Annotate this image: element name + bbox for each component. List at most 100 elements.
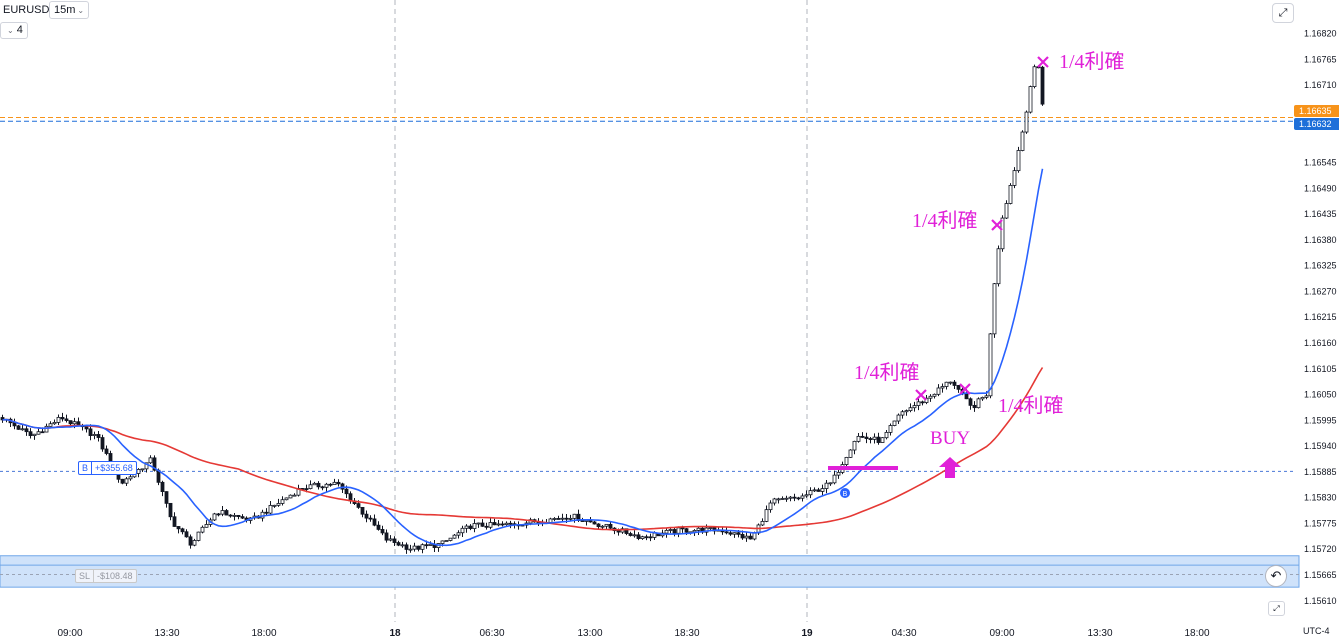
collapse-arrows-button[interactable]: ⤢ [1272,3,1294,23]
buy-label: BUY [930,428,971,449]
bid-price-tag: 1.16632 [1294,118,1339,130]
candle-up [812,489,817,492]
candle-down [240,516,245,519]
candle-up [632,534,637,537]
scroll-to-realtime-button[interactable]: ↶ [1265,565,1287,587]
candle-down [680,527,685,530]
candle-up [744,535,749,539]
candle-up [940,386,945,389]
candle-up [488,522,493,528]
candle-up [212,513,217,521]
candle-up [900,411,905,416]
collapse-arrows-icon: ⤢ [1278,7,1288,19]
candle-down [40,431,45,434]
time-tick-label: 06:30 [479,628,504,639]
candle-down [304,488,309,490]
candle-down [184,531,189,538]
candle-up [832,474,837,484]
candle-down [216,513,221,516]
candle-down [172,516,177,527]
indicator-collapse-button[interactable]: ⌄ 4 [0,22,28,39]
candle-down [120,478,125,484]
candle-up [872,436,877,440]
candle-down [628,533,633,536]
candle-up [880,437,885,443]
candle-up [32,433,37,436]
up-arrow-icon [939,457,961,478]
candle-down [592,521,597,525]
candle-down [28,431,33,436]
candle-down [376,524,381,530]
candle-up [476,522,481,525]
candle-down [792,496,797,499]
time-tick-label: 13:00 [577,628,602,639]
candle-down [424,544,429,547]
candle-up [916,401,921,406]
symbol-label[interactable]: EURUSD [3,4,50,16]
candle-down [596,523,601,528]
candle-down [740,533,745,539]
candle-up [996,248,1001,285]
price-lines [0,116,1294,472]
candle-up [852,440,857,451]
candle-down [164,491,169,504]
timezone-label[interactable]: UTC-4 [1303,626,1330,636]
candle-up [440,540,445,544]
candle-up [984,395,989,398]
candle-up [904,410,909,413]
interval-label: 15m [54,4,76,16]
candle-down [336,481,341,485]
take-profit-label-3: 1/4利確 [912,210,978,232]
candle-up [896,414,901,422]
position-label[interactable]: B +$355.68 [78,461,137,475]
candle-up [980,396,985,400]
candle-up [308,484,313,490]
scroll-to-realtime-icon: ↶ [1270,568,1282,583]
candle-down [384,532,389,541]
candle-up [764,509,769,522]
candle-up [772,498,777,504]
candle-up [800,495,805,499]
candle-up [732,532,737,535]
candle-up [808,490,813,496]
price-tick-label: 1.15665 [1304,570,1337,580]
candle-up [668,529,673,531]
candle-up [572,513,577,519]
price-tick-label: 1.16215 [1304,312,1337,322]
candle-up [844,457,849,465]
stop-loss-label[interactable]: SL -$108.48 [75,569,137,583]
candle-up [604,523,609,527]
candle-down [228,514,233,517]
candle-up [148,457,153,464]
candle-down [644,536,649,539]
indicator-count: 4 [16,24,23,36]
price-tick-label: 1.16380 [1304,235,1337,245]
time-tick-label: 19 [801,628,813,639]
candle-up [232,514,237,517]
candle-up [784,497,789,500]
candle-up [192,540,197,546]
candle-up [448,537,453,541]
candle-up [312,482,317,486]
chevron-down-icon: ⌄ [77,6,85,15]
candle-up [428,543,433,546]
price-tick-label: 1.16105 [1304,364,1337,374]
candle-up [1004,203,1009,219]
price-tick-label: 1.15885 [1304,467,1337,477]
candle-up [824,482,829,489]
candle-down [356,503,361,508]
fast-moving-average [2,168,1044,547]
candle-up [52,422,57,425]
candle-down [328,483,333,486]
chevron-down-icon: ⌄ [7,26,14,35]
price-tick-label: 1.16765 [1304,54,1337,64]
candle-down [860,435,865,438]
candle-down [480,522,485,527]
interval-selector[interactable]: 15m ⌄ [49,1,90,19]
chart-settings-button[interactable]: ⤢ [1268,601,1285,616]
candle-down [104,448,109,454]
candle-down [868,438,873,440]
candle-up [776,498,781,501]
price-tick-label: 1.15720 [1304,544,1337,554]
